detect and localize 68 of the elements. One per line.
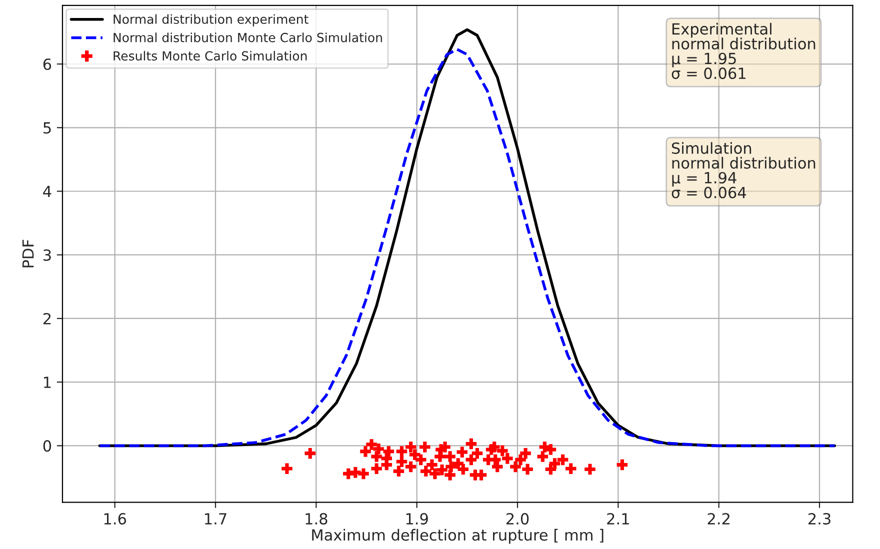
x-tick-label: 1.7 (205, 513, 226, 524)
legend-label: Normal distribution Monte Carlo Simulation (114, 32, 382, 42)
y-tick-label: 4 (43, 186, 52, 198)
y-tick-label: 0 (43, 440, 52, 452)
point (510, 461, 521, 472)
point (373, 444, 384, 454)
x-axis-title: Maximum deflection at rupture [ mm ] (312, 528, 604, 544)
x-tick-label: 2.2 (708, 513, 730, 524)
point (409, 449, 420, 460)
point (497, 445, 508, 456)
x-tick-label: 1.8 (306, 513, 328, 525)
point (557, 454, 568, 466)
point (515, 454, 526, 466)
y-tick-label: 3 (44, 249, 51, 261)
point (430, 468, 440, 480)
point (488, 442, 500, 452)
y-tick-label: 5 (44, 122, 51, 134)
point (396, 446, 408, 457)
point (426, 459, 438, 470)
annotation: Experimental normal distribution μ = 1.95 σ = 0.061 (672, 22, 816, 80)
point (415, 454, 426, 466)
x-tick-label: 2.3 (808, 513, 830, 525)
point (383, 446, 394, 457)
point (444, 451, 456, 462)
point (492, 461, 503, 472)
legend-label: Results Monte Carlo Simulation (114, 50, 307, 61)
y-tick-label: 1 (44, 376, 51, 388)
point (584, 464, 596, 475)
point (545, 464, 556, 475)
point (381, 459, 392, 470)
point (405, 442, 416, 452)
legend-label: Normal distribution experiment (114, 14, 308, 26)
point (405, 461, 416, 472)
point (466, 454, 477, 466)
x-tick-label: 2.0 (506, 513, 529, 525)
point (522, 464, 533, 475)
y-tick-label: 2 (43, 312, 51, 324)
point (366, 439, 377, 450)
x-tick-label: 2.1 (607, 513, 629, 524)
point (472, 448, 483, 459)
point (466, 438, 477, 450)
point (520, 448, 531, 459)
point (282, 463, 292, 474)
y-axis-title: PDF (22, 240, 34, 268)
point (393, 466, 404, 477)
point (565, 463, 576, 474)
point (396, 456, 408, 467)
point (456, 446, 468, 458)
point (420, 466, 432, 477)
point (304, 448, 316, 459)
point (458, 464, 469, 475)
point (436, 464, 448, 476)
point (537, 451, 548, 462)
point (360, 446, 371, 457)
point (452, 458, 464, 469)
x-tick-label: 1.6 (104, 513, 126, 525)
y-tick-label: 6 (43, 58, 52, 70)
x-tick-label: 1.9 (406, 513, 428, 525)
annotation: Simulation normal distribution μ = 1.94 σ = 0.064 (672, 142, 816, 198)
point (476, 470, 487, 480)
point (616, 459, 628, 470)
point (420, 442, 430, 452)
point (545, 444, 556, 455)
point (358, 468, 369, 480)
point (371, 451, 382, 462)
point (371, 463, 382, 474)
point (444, 470, 456, 480)
point (502, 453, 513, 464)
